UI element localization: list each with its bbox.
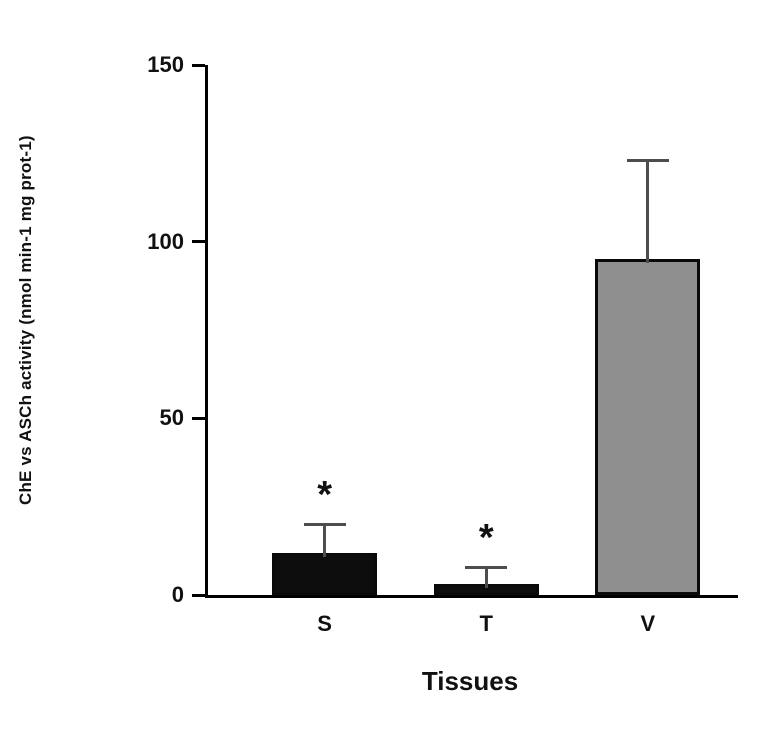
y-tick-label: 100 <box>147 228 184 254</box>
x-tick-label-V: V <box>640 611 656 636</box>
significance-asterisk-S: * <box>317 474 332 517</box>
x-tick-label-S: S <box>317 611 332 636</box>
y-axis-title: ChE vs ASCh activity (nmol min-1 mg prot… <box>16 135 35 505</box>
bar-S <box>272 552 378 595</box>
error-bar-cap-V <box>626 159 669 163</box>
y-tick-mark <box>192 240 205 244</box>
y-tick-label: 0 <box>171 582 184 607</box>
error-bar-line-V <box>646 160 650 264</box>
y-tick-mark <box>192 416 205 420</box>
error-bar-line-T <box>484 566 488 589</box>
error-bar-cap-T <box>465 565 508 569</box>
x-axis-title: Tissues <box>421 666 519 696</box>
y-tick-label: 50 <box>159 405 184 431</box>
bar-V <box>595 259 701 595</box>
x-tick-label-T: T <box>479 611 493 636</box>
y-tick-mark <box>192 593 205 597</box>
y-tick-mark <box>192 63 205 67</box>
plot-area: 0 50 100 150 * S * T V <box>147 52 738 636</box>
error-bar-line-S <box>323 524 327 557</box>
error-bar-cap-S <box>303 523 346 527</box>
significance-asterisk-T: * <box>478 516 494 559</box>
y-tick-label: 150 <box>147 52 184 77</box>
